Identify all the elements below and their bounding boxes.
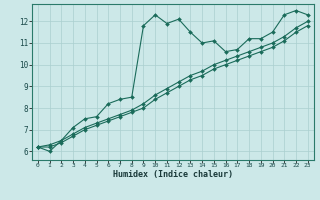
X-axis label: Humidex (Indice chaleur): Humidex (Indice chaleur) [113,170,233,179]
